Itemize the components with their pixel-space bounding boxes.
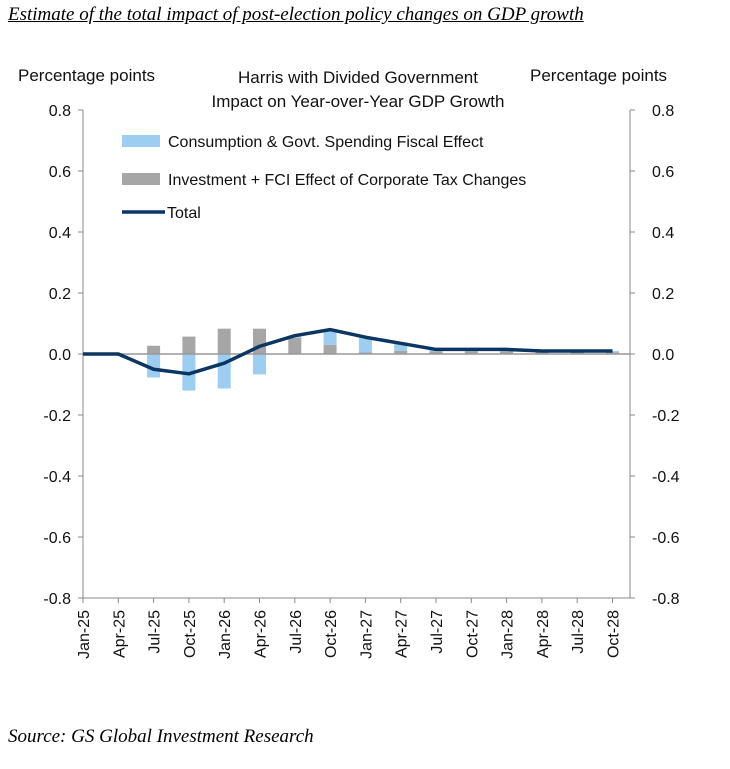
x-tick-label: Oct-27 [464,610,481,658]
right-tick-label: -0.8 [652,591,680,608]
bar-consumption [394,343,408,351]
left-tick-label: 0.2 [49,286,71,303]
bar-investment [394,350,408,354]
chart-title: Harris with Divided Government [238,68,478,87]
bar-consumption [253,354,266,375]
x-tick-label: Jan-26 [217,610,234,659]
x-tick-label: Oct-28 [606,610,623,658]
left-axis-label: Percentage points [18,66,155,85]
bar-investment [464,351,478,354]
legend-swatch-investment [122,173,160,185]
legend-swatch-consumption [122,135,160,147]
left-tick-label: 0.0 [49,347,71,364]
x-tick-label: Oct-25 [182,610,199,658]
right-tick-label: -0.2 [652,408,680,425]
bar-consumption [147,354,161,378]
left-tick-label: -0.8 [43,591,71,608]
x-tick-label: Jul-25 [147,610,164,654]
x-tick-label: Jul-26 [288,610,305,654]
x-tick-label: Jan-27 [358,610,375,659]
left-tick-label: 0.4 [49,225,71,242]
bar-investment [500,351,514,354]
bar-consumption [323,329,337,345]
right-tick-label: 0.2 [652,286,674,303]
bar-investment [217,328,231,354]
right-tick-label: -0.4 [652,469,680,486]
right-tick-label: 0.4 [652,225,674,242]
x-tick-label: Apr-26 [253,610,270,658]
right-axis-label: Percentage points [530,66,667,85]
right-tick-label: 0.0 [652,347,674,364]
left-tick-label: -0.6 [43,530,71,547]
bar-investment [147,345,161,354]
legend-label: Consumption & Govt. Spending Fiscal Effe… [168,134,484,151]
chart-subtitle: Impact on Year-over-Year GDP Growth [212,92,505,111]
header-title: Estimate of the total impact of post-ele… [8,4,584,25]
bar-investment [182,336,196,354]
x-tick-label: Apr-27 [394,610,411,658]
bar-investment [288,337,302,354]
legend-label: Total [167,205,201,222]
x-tick-label: Oct-26 [323,610,340,658]
total-line [83,327,613,376]
bar-investment [323,344,337,354]
source-note: Source: GS Global Investment Research [8,726,314,747]
x-tick-label: Jul-27 [429,610,446,654]
bar-investment [606,352,619,354]
right-tick-label: 0.6 [652,164,674,181]
x-tick-label: Jul-28 [570,610,587,654]
bar-investment [429,351,443,354]
bar-investment [358,352,372,354]
x-tick-label: Jan-28 [500,610,517,659]
left-tick-label: -0.2 [43,408,71,425]
right-tick-label: 0.8 [652,103,674,120]
legend-label: Investment + FCI Effect of Corporate Tax… [168,172,526,189]
bar-investment [570,352,584,354]
bar-consumption [358,337,372,353]
left-tick-label: 0.6 [49,164,71,181]
bar-investment [535,352,549,354]
left-tick-label: 0.8 [49,103,71,120]
x-tick-label: Apr-25 [111,610,128,658]
x-tick-label: Jan-25 [76,610,93,659]
left-tick-label: -0.4 [43,469,71,486]
x-tick-label: Apr-28 [535,610,552,658]
right-tick-label: -0.6 [652,530,680,547]
